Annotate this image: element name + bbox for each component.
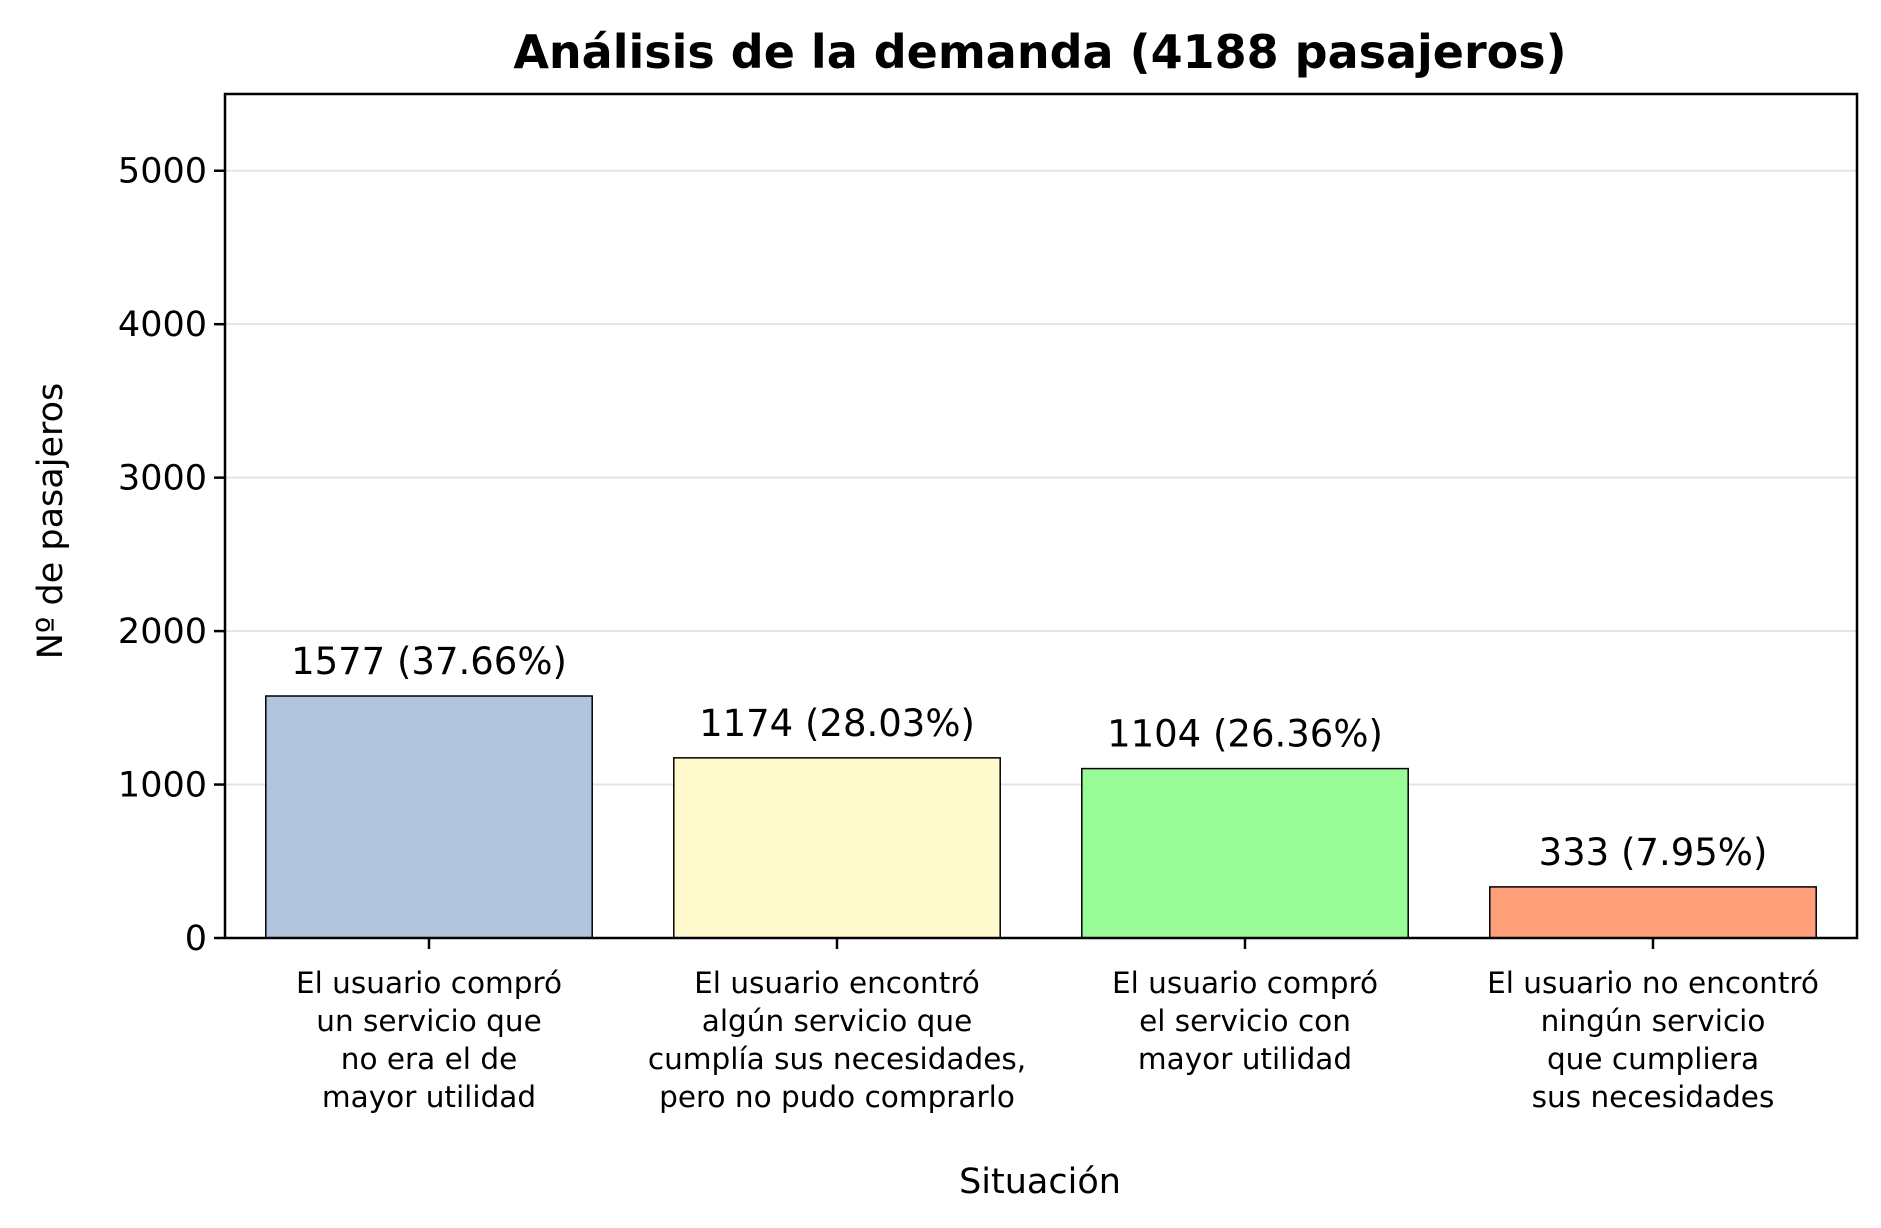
bars — [265, 695, 1817, 939]
x-tick-label: El usuario compró el servicio con mayor ut… — [1112, 966, 1378, 1076]
x-tick-label-line: no era el de — [341, 1042, 517, 1076]
bar-value-label: 333 (7.95%) — [1539, 831, 1768, 874]
x-tick-label: El usuario no encontró ningún servicio que… — [1487, 966, 1819, 1114]
bar-value-label: 1577 (37.66%) — [291, 640, 567, 683]
y-tick-label: 4000 — [118, 305, 207, 345]
x-tick-label-line: algún servicio que — [702, 1004, 972, 1038]
bar-value-labels: 1577 (37.66%) 1174 (28.03%) 1104 (26.36%) 3… — [291, 640, 1767, 874]
y-axis-label: Nº de pasajeros — [31, 383, 71, 660]
x-tick-label-line: cumplía sus necesidades, — [648, 1042, 1026, 1076]
x-tick-label-line: el servicio con — [1139, 1004, 1351, 1038]
x-tick-label-line: mayor utilidad — [1138, 1042, 1352, 1076]
x-tick-label-line: ningún servicio — [1541, 1004, 1766, 1038]
x-tick-label-line: un servicio que — [316, 1004, 542, 1038]
bar — [1081, 767, 1409, 939]
x-tick-label-line: El usuario no encontró — [1487, 966, 1819, 1000]
bar-value-label: 1174 (28.03%) — [699, 702, 975, 745]
x-tick-label: El usuario encontró algún servicio que cum… — [648, 966, 1026, 1114]
x-tick-label-line: mayor utilidad — [322, 1080, 536, 1114]
grid-lines — [225, 169, 1857, 786]
y-tick-label: 3000 — [118, 459, 207, 499]
bar — [1489, 886, 1817, 939]
x-tick-label-line: sus necesidades — [1532, 1080, 1775, 1114]
x-tick-label: El usuario compró un servicio que no era e… — [296, 966, 562, 1114]
x-tick-label-line: El usuario encontró — [694, 966, 980, 1000]
y-tick-label: 5000 — [118, 152, 207, 192]
y-tick-label: 2000 — [118, 612, 207, 652]
y-axis-ticks: 0 1000 2000 3000 4000 5000 — [118, 152, 225, 959]
bar-value-label: 1104 (26.36%) — [1107, 713, 1383, 756]
x-tick-label-line: que cumpliera — [1547, 1042, 1759, 1076]
x-tick-label-line: El usuario compró — [1112, 966, 1378, 1000]
plot-frame — [223, 92, 1859, 940]
x-axis-label: Situación — [959, 1162, 1121, 1202]
x-tick-label-line: El usuario compró — [296, 966, 562, 1000]
bar — [265, 695, 593, 939]
y-tick-label: 1000 — [118, 766, 207, 806]
y-tick-label: 0 — [185, 919, 207, 959]
x-tick-label-line: pero no pudo comprarlo — [659, 1080, 1015, 1114]
chart-title: Análisis de la demanda (4188 pasajeros) — [513, 25, 1566, 79]
x-axis-ticks: El usuario compró un servicio que no era e… — [296, 938, 1819, 1114]
bar — [673, 757, 1001, 939]
